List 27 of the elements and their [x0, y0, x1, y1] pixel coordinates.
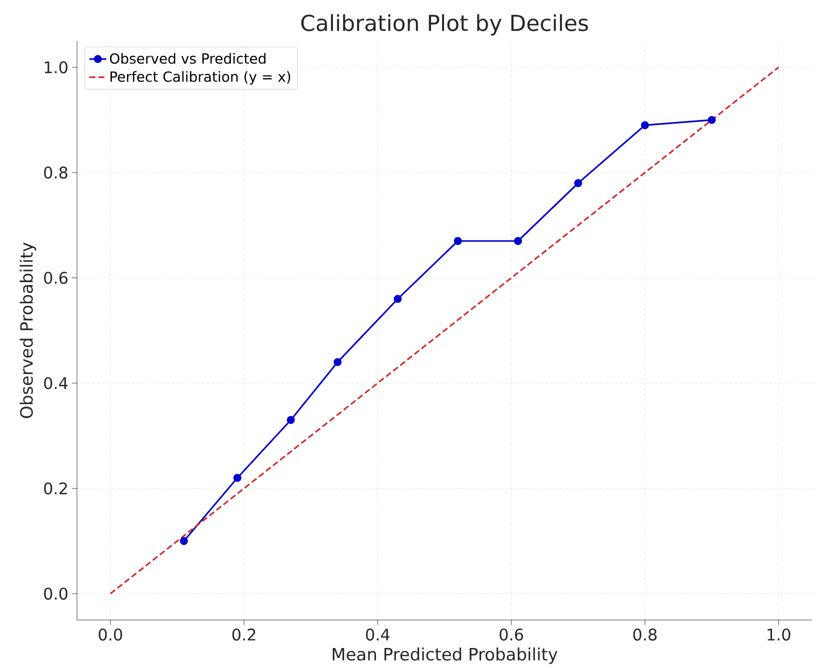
chart-title: Calibration Plot by Deciles: [301, 14, 588, 36]
point: [574, 179, 582, 188]
point: [233, 474, 242, 482]
point: [454, 237, 462, 246]
legend-label: Perfect Calibration (y = x): [110, 71, 290, 85]
x-tick-label: 0.8: [633, 628, 657, 641]
legend-label: Observed vs Predicted: [110, 52, 266, 64]
x-tick-label: 0.2: [232, 628, 256, 641]
x-tick-label: 0.0: [98, 628, 122, 641]
point: [514, 237, 522, 246]
point: [286, 416, 295, 424]
point: [708, 116, 716, 124]
point: [334, 358, 342, 366]
y-tick-label: 0.4: [44, 377, 68, 390]
y-axis-title: Observed Probability: [20, 242, 36, 418]
y-tick-label: 0.2: [44, 482, 67, 494]
y-tick-label: 1.0: [44, 61, 68, 74]
x-tick-label: 1.0: [768, 628, 790, 641]
point: [640, 121, 649, 130]
x-axis-title: Mean Predicted Probability: [332, 647, 558, 664]
point: [394, 294, 402, 303]
y-tick-label: 0.8: [44, 166, 68, 179]
x-tick-label: 0.6: [500, 628, 524, 641]
point: [180, 537, 188, 546]
y-tick-label: 0.0: [44, 588, 68, 600]
y-tick-label: 0.6: [44, 272, 68, 284]
x-tick-label: 0.4: [366, 628, 390, 641]
